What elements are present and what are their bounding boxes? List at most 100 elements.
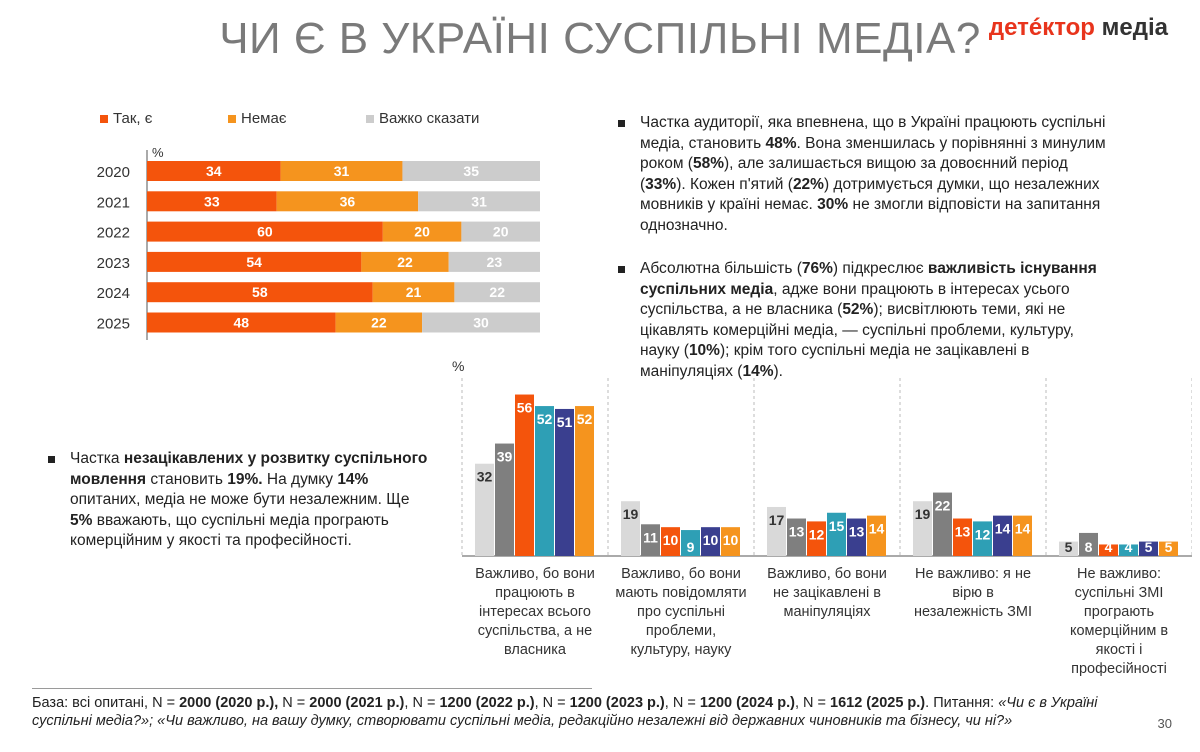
footer-divider <box>32 688 592 689</box>
bullet-marker <box>618 120 625 127</box>
grouped-bar <box>535 406 554 556</box>
grouped-chart-unit: % <box>452 358 465 374</box>
category-label: програють <box>1084 604 1154 620</box>
bullet-text-run: важливість існування суспільних медіа <box>640 260 1097 298</box>
category-label: Не важливо: <box>1077 566 1161 582</box>
grouped-bar-value: 39 <box>497 449 513 465</box>
footer-text-run: , N = <box>794 695 831 711</box>
stacked-bar-segment <box>461 221 540 242</box>
bullet-uninterested: Частка незацікавлених у розвитку суспіль… <box>48 449 428 552</box>
grouped-bar <box>641 524 660 556</box>
grouped-bar-value: 12 <box>975 526 991 542</box>
bullet-text-run: ) підкреслює <box>832 260 928 277</box>
logo-part1: детéктор <box>988 14 1095 41</box>
grouped-bar-value: 12 <box>809 526 825 542</box>
grouped-bar <box>1119 544 1138 556</box>
category-label: мають повідомляти <box>615 585 746 601</box>
grouped-bar <box>575 406 594 556</box>
stacked-bar-value: 35 <box>463 163 479 179</box>
grouped-bar-value: 32 <box>477 469 493 485</box>
bullet-text-run: 10% <box>688 342 720 359</box>
stacked-bar-segment <box>372 282 455 303</box>
grouped-bar <box>993 515 1012 556</box>
category-label: власника <box>504 642 567 658</box>
category-label: культуру, науку <box>631 642 733 658</box>
category-label: маніпуляціях <box>784 604 872 620</box>
grouped-bar-value: 15 <box>829 518 845 534</box>
bullet-text-run: ); висвітлюють теми, які не цікавлять ко… <box>640 301 1074 359</box>
grouped-bar-value: 5 <box>1165 539 1173 555</box>
grouped-bar <box>1059 541 1078 556</box>
grouped-bar <box>1013 515 1032 556</box>
grouped-bar <box>1079 532 1098 556</box>
grouped-bar-value: 14 <box>995 521 1011 537</box>
footer-text-run: , N = <box>534 695 570 711</box>
grouped-bar-value: 52 <box>537 411 553 427</box>
legend-label: Важко сказати <box>379 110 480 127</box>
stacked-bar-value: 54 <box>246 254 262 270</box>
grouped-bar-value: 9 <box>687 539 695 555</box>
stacked-bar-segment <box>280 161 403 181</box>
bullet-text-run: На думку <box>262 470 338 488</box>
bullet-marker <box>618 266 625 273</box>
grouped-bar <box>973 521 992 556</box>
stacked-bar-value: 48 <box>234 315 250 331</box>
grouped-bar <box>661 527 680 556</box>
grouped-bar <box>953 518 972 556</box>
stacked-bar-segment <box>361 251 449 272</box>
footer-text-run: 2000 (2021 р.) <box>309 695 405 711</box>
grouped-bar-value: 19 <box>623 506 639 522</box>
category-label: якості і <box>1096 642 1143 658</box>
grouped-bar <box>807 521 826 556</box>
stacked-bar-value: 58 <box>252 284 268 300</box>
grouped-bar-value: 13 <box>849 524 865 540</box>
stacked-bar-value: 60 <box>257 224 273 240</box>
bullet-importance: Абсолютна більшість (76%) підкреслює важ… <box>618 259 1108 382</box>
bullet-text-run: не змогли відповісти на запитання однозн… <box>640 196 1101 234</box>
legend-item-no: Немає <box>228 110 286 127</box>
category-label: проблеми, <box>646 623 716 639</box>
brand-logo: детéктор медіа <box>989 14 1168 42</box>
bullet-text-run: становить <box>146 470 228 488</box>
bullet-text-run: 33% <box>645 175 677 193</box>
grouped-bar-value: 4 <box>1125 539 1133 555</box>
legend-item-hard-to-say: Важко сказати <box>366 110 479 127</box>
bullet-text-run: 30% <box>817 196 849 213</box>
category-label: професійності <box>1071 661 1167 677</box>
grouped-bar <box>681 530 700 556</box>
page-number: 30 <box>1157 716 1172 731</box>
bullet-text-run: . Вона зменшилась у порівнянні з минулим… <box>640 134 1106 173</box>
bullet-text-run: незацікавлених у розвитку суспільного мо… <box>70 450 428 488</box>
stacked-bar-value: 34 <box>206 163 222 179</box>
grouped-bar-value: 5 <box>1145 539 1153 555</box>
legend-label: Немає <box>241 110 287 127</box>
category-label: Важливо, бо вони <box>621 566 741 582</box>
category-label: інтересах всього <box>479 604 591 620</box>
grouped-bar-value: 14 <box>1015 521 1031 537</box>
category-label: Важливо, бо вони <box>475 566 595 582</box>
stacked-bar-segment <box>448 251 540 272</box>
stacked-chart-unit: % <box>152 145 164 160</box>
legend-swatch <box>100 115 108 124</box>
year-label: 2025 <box>97 316 130 333</box>
grouped-bar <box>721 527 740 556</box>
grouped-bar-value: 51 <box>557 414 573 430</box>
grouped-bar <box>555 408 574 556</box>
stacked-bar-value: 33 <box>204 193 220 209</box>
bullet-text-run: Частка аудиторії, яка впевнена, що в Укр… <box>640 114 1106 152</box>
grouped-bar-value: 56 <box>517 400 533 416</box>
stacked-bar-segment <box>147 251 362 272</box>
footer-text-run: 1200 (2024 р.) <box>699 695 795 711</box>
grouped-bar <box>913 501 932 556</box>
category-label: Не важливо: я не <box>915 566 1031 582</box>
stacked-bar-segment <box>147 221 383 242</box>
footer-text-run: , N = <box>664 695 700 711</box>
category-label: вірю в <box>952 585 994 601</box>
stacked-bar-segment <box>454 282 540 303</box>
stacked-bar-segment <box>147 191 277 212</box>
grouped-bar-value: 52 <box>577 411 593 427</box>
footer-text-run: 2000 (2020 р.), <box>179 695 279 711</box>
stacked-bar-value: 36 <box>340 193 356 209</box>
year-label: 2022 <box>97 225 130 242</box>
